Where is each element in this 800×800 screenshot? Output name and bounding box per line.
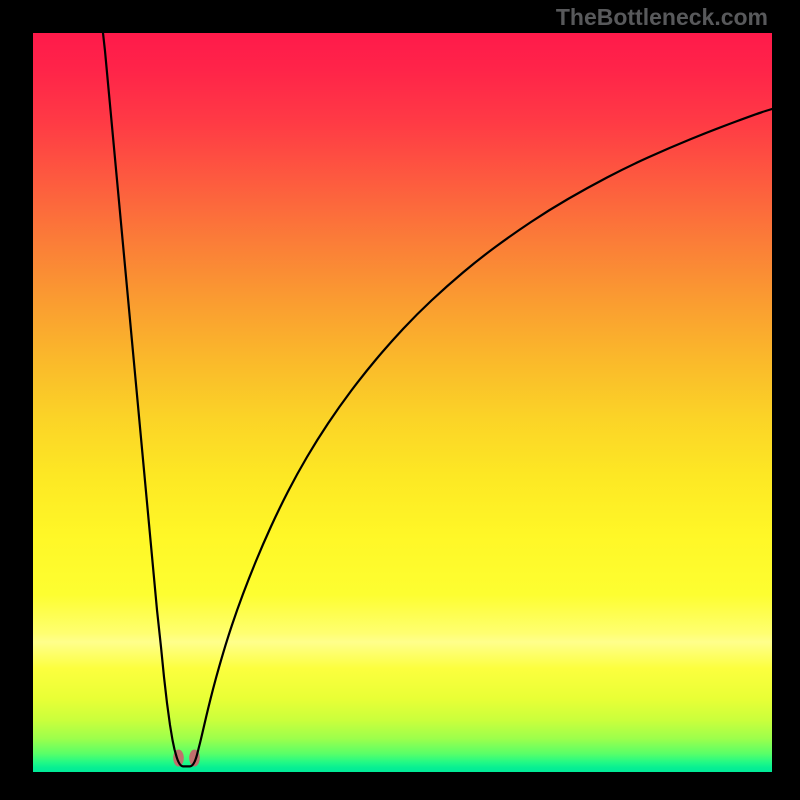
curve-path: [103, 33, 772, 766]
bottleneck-curve: [33, 33, 772, 772]
watermark-text: TheBottleneck.com: [556, 4, 768, 31]
frame-right: [772, 0, 800, 800]
frame-bottom: [0, 772, 800, 800]
plot-area: [33, 33, 772, 772]
frame-left: [0, 0, 33, 800]
